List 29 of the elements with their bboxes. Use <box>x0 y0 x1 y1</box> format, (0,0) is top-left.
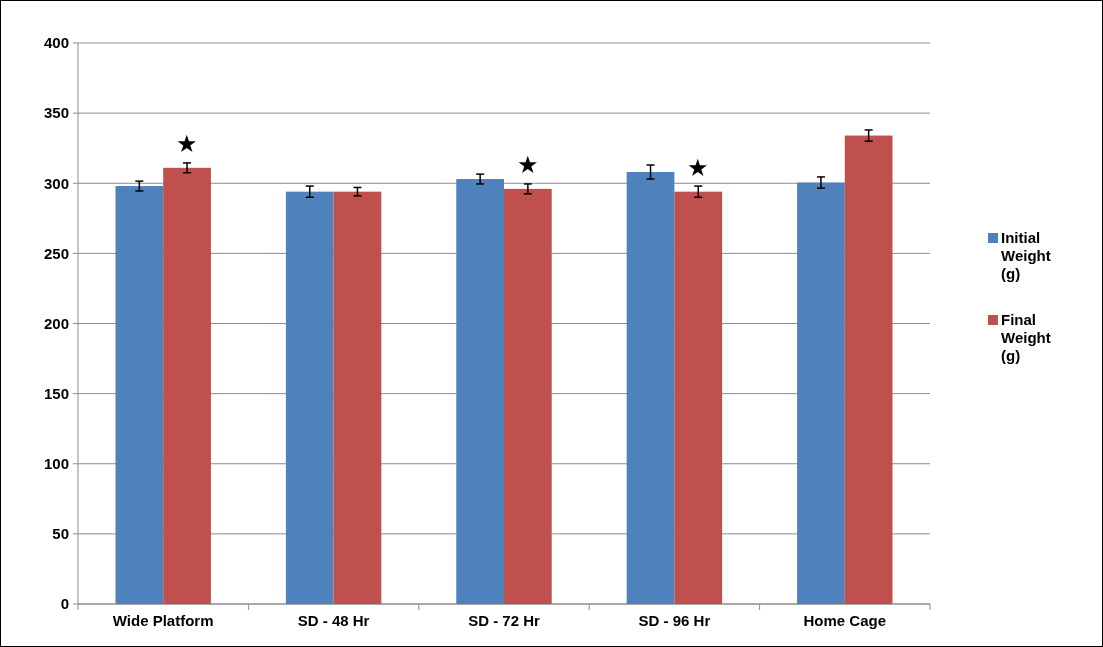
bar <box>163 167 211 604</box>
y-tick-label: 0 <box>60 595 69 613</box>
legend-label: Final Weight (g) <box>1001 311 1051 364</box>
bar <box>626 172 675 604</box>
bar <box>674 191 723 604</box>
x-tick-label: Home Cage <box>803 612 887 629</box>
y-tick-label: 350 <box>43 104 69 122</box>
y-tick-label: 300 <box>43 174 69 192</box>
bar <box>504 188 552 604</box>
annotation: ★ <box>687 154 710 182</box>
y-tick-label: 200 <box>43 314 69 332</box>
x-tick-label: SD - 96 Hr <box>638 612 711 629</box>
y-tick-label: 50 <box>52 525 69 543</box>
x-tick-label: SD - 48 Hr <box>297 612 370 629</box>
bar <box>456 179 504 604</box>
annotation: ★ <box>516 151 539 179</box>
y-tick-label: 400 <box>43 34 69 52</box>
x-tick-label: Wide Platform <box>112 612 214 629</box>
bar <box>333 191 382 604</box>
annotation: ★ <box>176 130 199 158</box>
bar <box>797 182 845 604</box>
y-tick-label: 150 <box>43 384 69 402</box>
y-tick-label: 250 <box>43 244 69 262</box>
bar <box>844 135 893 604</box>
y-tick-label: 100 <box>43 455 69 472</box>
bar <box>285 191 334 604</box>
legend-label: Initial Weight (g) <box>1001 229 1051 282</box>
x-tick-label: SD - 72 Hr <box>468 612 540 629</box>
bar <box>115 186 164 604</box>
